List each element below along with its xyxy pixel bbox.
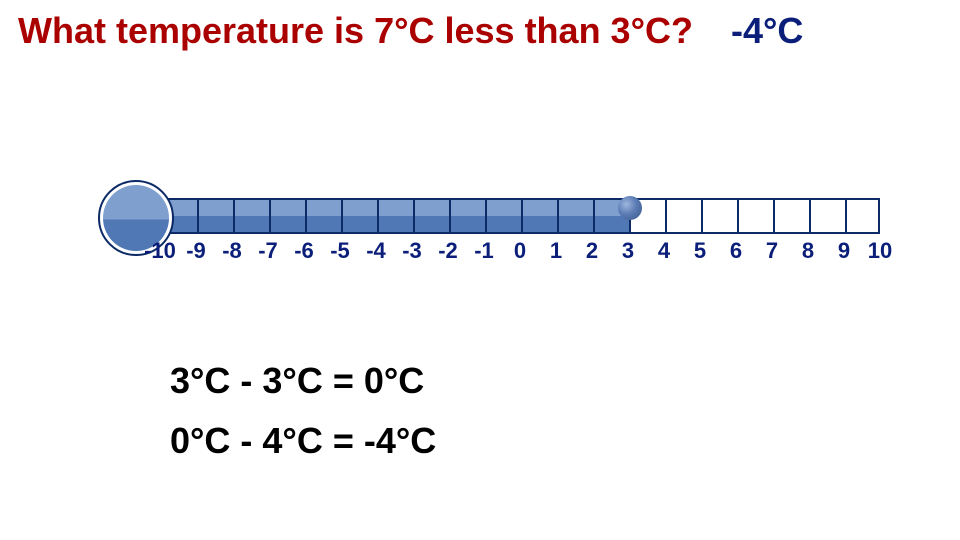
step-line-2: 0°C - 4°C = -4°C — [170, 420, 436, 462]
step1-eq: = — [333, 360, 354, 401]
scale-label: 8 — [802, 238, 814, 264]
scale-label: 1 — [550, 238, 562, 264]
scale-label: 10 — [868, 238, 892, 264]
scale-label: -4 — [366, 238, 386, 264]
tick — [197, 200, 199, 232]
tick — [701, 200, 703, 232]
thermometer: -10-9-8-7-6-5-4-3-2-1012345678910 — [100, 180, 900, 280]
thermometer-ticks — [162, 200, 878, 232]
tick — [521, 200, 523, 232]
question-answer: -4°C — [731, 10, 803, 51]
thermometer-labels: -10-9-8-7-6-5-4-3-2-1012345678910 — [160, 238, 880, 268]
step-line-1: 3°C - 3°C = 0°C — [170, 360, 424, 402]
scale-label: 5 — [694, 238, 706, 264]
question-line: What temperature is 7°C less than 3°C? -… — [18, 10, 803, 52]
tick — [413, 200, 415, 232]
tick — [233, 200, 235, 232]
tick — [485, 200, 487, 232]
step2-rhs: -4°C — [364, 420, 436, 461]
tick — [269, 200, 271, 232]
tick — [557, 200, 559, 232]
tick — [737, 200, 739, 232]
scale-label: -6 — [294, 238, 314, 264]
scale-label: -9 — [186, 238, 206, 264]
scale-label: -8 — [222, 238, 242, 264]
scale-label: -1 — [474, 238, 494, 264]
scale-label: 2 — [586, 238, 598, 264]
scale-label: 9 — [838, 238, 850, 264]
tick — [665, 200, 667, 232]
tick — [809, 200, 811, 232]
scale-label: -3 — [402, 238, 422, 264]
scale-label: -10 — [144, 238, 176, 264]
scale-label: -7 — [258, 238, 278, 264]
scale-label: 6 — [730, 238, 742, 264]
scale-label: 7 — [766, 238, 778, 264]
tick — [449, 200, 451, 232]
step2-lhs: 0°C - 4°C — [170, 420, 323, 461]
question-text: What temperature is 7°C less than 3°C? — [18, 10, 693, 51]
tick — [341, 200, 343, 232]
scale-label: 4 — [658, 238, 670, 264]
tick — [773, 200, 775, 232]
tick — [305, 200, 307, 232]
scale-label: -5 — [330, 238, 350, 264]
scale-label: -2 — [438, 238, 458, 264]
step1-lhs: 3°C - 3°C — [170, 360, 323, 401]
thermometer-tube — [160, 198, 880, 234]
tick — [377, 200, 379, 232]
scale-label: 0 — [514, 238, 526, 264]
step2-eq: = — [333, 420, 354, 461]
thermometer-marker — [618, 196, 642, 220]
step1-rhs: 0°C — [364, 360, 424, 401]
scale-label: 3 — [622, 238, 634, 264]
tick — [845, 200, 847, 232]
tick — [593, 200, 595, 232]
